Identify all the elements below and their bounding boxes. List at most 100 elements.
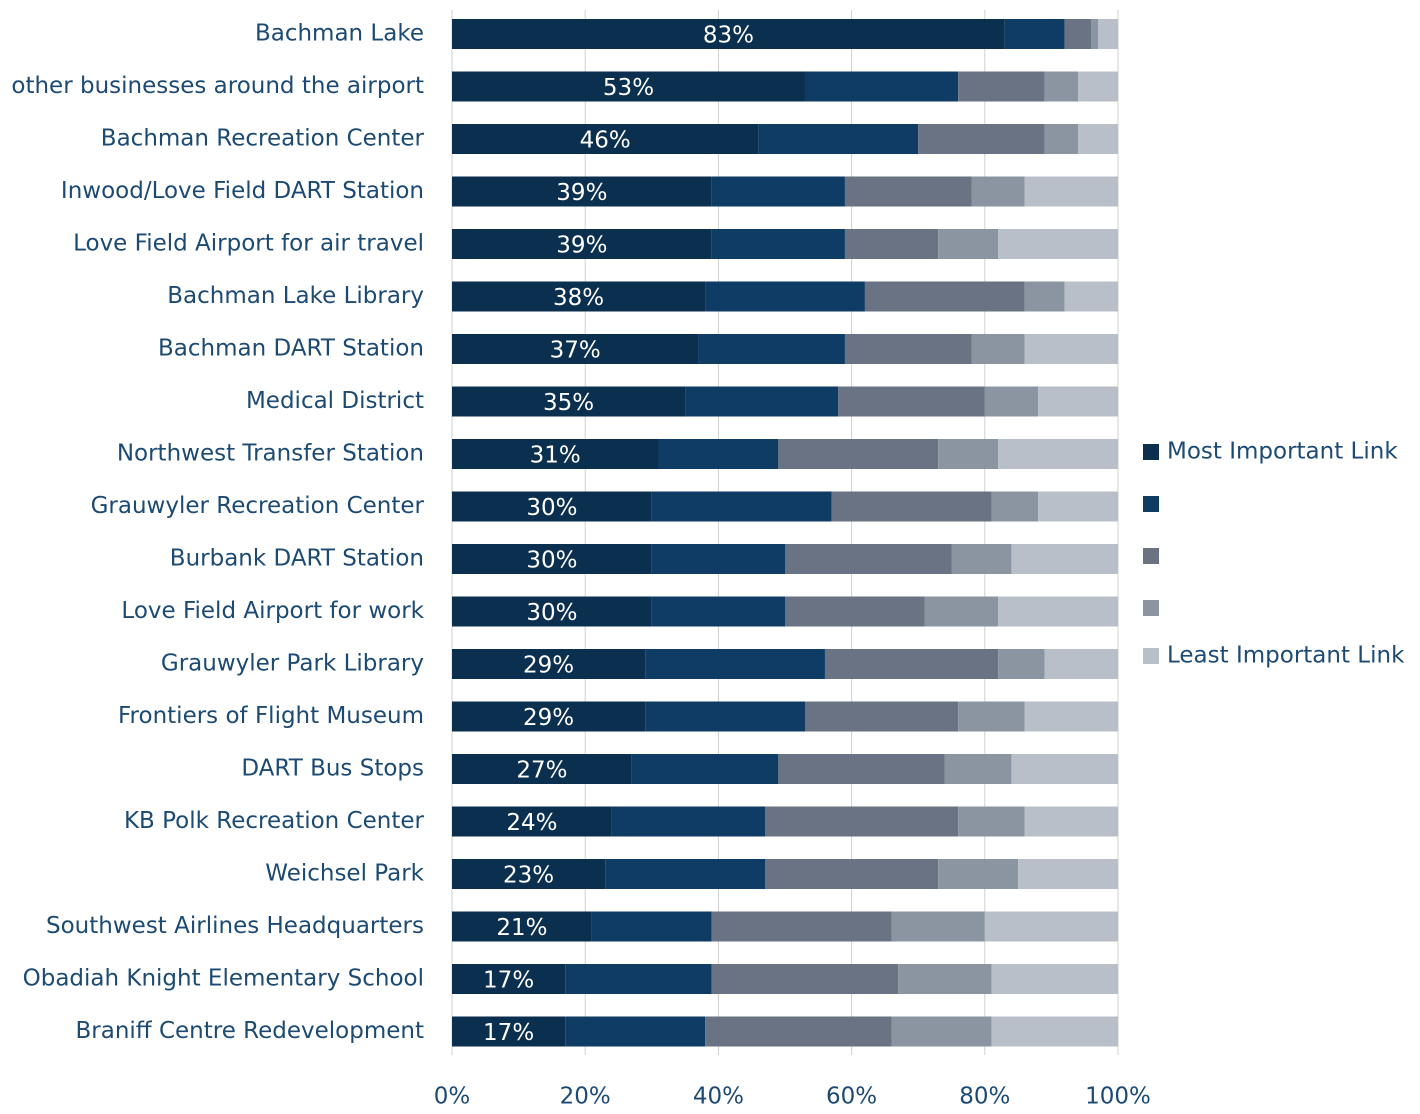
bar-segment [1024, 701, 1118, 732]
data-label: 31% [530, 443, 581, 469]
bar-segment [958, 71, 1045, 102]
data-label: 23% [503, 863, 554, 889]
y-tick-label: DART Bus Stops [241, 756, 424, 782]
x-tick-label: 100% [1085, 1084, 1151, 1110]
bar-segment [651, 596, 785, 627]
data-label: 29% [523, 705, 574, 731]
bar-segment [452, 649, 646, 679]
bar-segment [1038, 491, 1118, 522]
data-label: 17% [483, 968, 534, 994]
legend-label: Most Important Link [1167, 439, 1398, 465]
bar-segment [452, 281, 706, 312]
x-tick-label: 20% [560, 1084, 611, 1110]
bar-segment [565, 964, 712, 994]
data-label: 24% [506, 810, 557, 836]
y-tick-label: Bachman DART Station [158, 336, 424, 362]
bar-segment [951, 544, 1012, 574]
y-tick-label: Inwood/Love Field DART Station [61, 178, 424, 204]
y-tick-label: Burbank DART Station [170, 546, 424, 572]
bar-segment [452, 334, 699, 364]
bar-segment [452, 229, 712, 259]
bar-segment [1024, 334, 1118, 364]
y-tick-label: Love Field Airport for work [121, 598, 424, 624]
bar-segment [565, 1016, 706, 1047]
bar-segment [452, 754, 632, 784]
bar-segment [711, 229, 845, 259]
bar-segment [452, 124, 759, 154]
legend-label: Least Important Link [1167, 643, 1405, 669]
bar-segment [1004, 19, 1065, 49]
bar-segment [998, 439, 1118, 469]
bar-segment [1018, 859, 1118, 889]
data-label: 27% [516, 758, 567, 784]
bar-segment [452, 19, 1005, 49]
bar-segment [452, 806, 612, 837]
bar-segment [658, 439, 779, 469]
bar-segment [891, 1016, 992, 1047]
bar-segment [1044, 71, 1079, 102]
legend-swatch [1143, 600, 1159, 616]
bar-segment [984, 386, 1039, 417]
bar-segment [991, 964, 1118, 994]
bar-segment [685, 386, 839, 417]
bar-segment [924, 596, 999, 627]
bar-segment [711, 911, 892, 942]
bar-segment [1024, 176, 1118, 207]
data-label: 39% [556, 233, 607, 259]
bar-segment [991, 1016, 1118, 1047]
bar-segment [984, 911, 1118, 942]
data-label: 83% [703, 23, 754, 49]
bar-segment [1064, 281, 1118, 312]
y-tick-label: Obadiah Knight Elementary School [23, 966, 424, 992]
legend-swatch [1143, 496, 1159, 512]
bar-segment [711, 964, 899, 994]
data-label: 29% [523, 653, 574, 679]
bar-segment [452, 71, 805, 102]
bar-segment [452, 964, 566, 994]
bar-segment [1038, 386, 1118, 417]
bar-segment [645, 649, 825, 679]
bar-segment [785, 596, 925, 627]
bar-segment [1078, 124, 1118, 154]
bar-segment [452, 439, 659, 469]
bar-segment [645, 701, 805, 732]
bar-segment [938, 229, 999, 259]
bar-segment [998, 649, 1045, 679]
data-label: 30% [526, 548, 577, 574]
bar-segment [452, 544, 652, 574]
y-tick-label: Braniff Centre Redevelopment [76, 1018, 425, 1044]
data-label: 17% [483, 1020, 534, 1046]
bar-segment [958, 806, 1025, 837]
bar-segment [938, 439, 999, 469]
bar-segment [651, 491, 832, 522]
y-tick-label: Bachman Lake Library [167, 283, 424, 309]
data-label: 21% [496, 915, 547, 941]
y-tick-label: Southwest Airlines Headquarters [46, 913, 424, 939]
bar-segment [844, 176, 972, 207]
legend-swatch [1143, 648, 1159, 664]
bar-segment [998, 596, 1118, 627]
bar-segment [958, 701, 1025, 732]
bar-segment [705, 1016, 892, 1047]
bar-segment [1064, 19, 1092, 49]
bar-segment [778, 439, 939, 469]
bar-segment [765, 806, 959, 837]
bar-segment [711, 176, 845, 207]
data-label: 35% [543, 390, 594, 416]
y-tick-label: Bachman Recreation Center [101, 126, 425, 152]
bar-segment [864, 281, 1025, 312]
bar-segment [1078, 71, 1118, 102]
bar-segment [452, 911, 592, 942]
y-tick-label: Weichsel Park [265, 861, 424, 887]
bar-segment [765, 859, 939, 889]
bar-segment [452, 596, 652, 627]
bar-segment [804, 701, 959, 732]
bar-segment [705, 281, 865, 312]
bar-segment [698, 334, 845, 364]
legend-swatch [1143, 548, 1159, 564]
y-tick-label: Frontiers of Flight Museum [118, 703, 424, 729]
y-tick-label: Bachman Lake [255, 21, 424, 47]
x-tick-label: 40% [693, 1084, 744, 1110]
bar-segment [844, 334, 972, 364]
